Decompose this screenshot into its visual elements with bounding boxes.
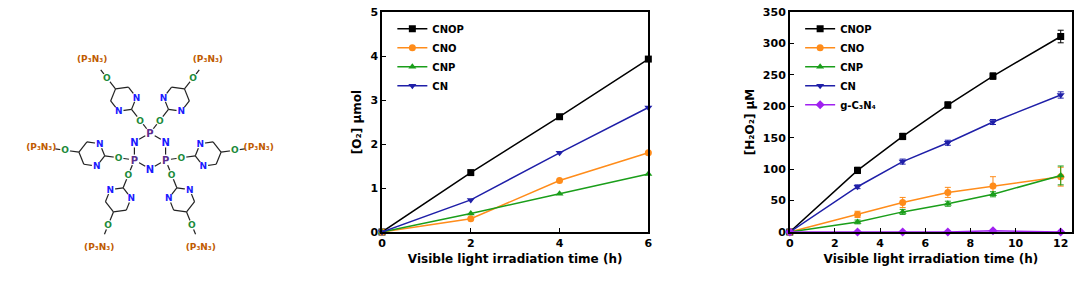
svg-text:N: N [186,185,194,195]
svg-text:O: O [178,153,186,163]
svg-text:(P₃N₃): (P₃N₃) [244,142,274,152]
svg-text:2: 2 [467,237,475,250]
svg-text:100: 100 [763,163,786,176]
svg-text:CN: CN [432,81,448,92]
svg-text:O: O [231,145,239,155]
svg-text:6: 6 [921,237,929,250]
svg-text:2: 2 [831,237,839,250]
svg-text:CNP: CNP [432,62,455,73]
svg-text:CNO: CNO [432,43,456,54]
svg-text:0: 0 [378,237,386,250]
svg-text:5: 5 [370,6,378,19]
svg-text:0: 0 [786,237,794,250]
svg-text:1: 1 [370,182,378,195]
svg-text:4: 4 [370,50,378,63]
svg-text:6: 6 [645,237,653,250]
svg-text:2: 2 [370,138,378,151]
svg-text:Visible light irradiation time: Visible light irradiation time (h) [824,252,1039,266]
svg-text:O: O [61,145,69,155]
svg-text:CNO: CNO [840,43,864,54]
svg-text:50: 50 [771,194,787,207]
svg-text:CN: CN [840,81,856,92]
svg-text:N: N [161,137,169,148]
svg-text:O: O [168,170,176,180]
svg-text:(P₃N₃): (P₃N₃) [186,242,216,252]
svg-text:4: 4 [876,237,884,250]
svg-text:O: O [189,73,197,83]
svg-text:(P₃N₃): (P₃N₃) [193,54,223,64]
svg-text:N: N [200,161,208,171]
svg-text:O: O [104,220,112,230]
svg-text:N: N [196,139,204,149]
svg-text:CNOP: CNOP [840,24,872,35]
svg-text:150: 150 [763,132,786,145]
svg-text:CNP: CNP [840,62,863,73]
svg-text:N: N [133,93,141,103]
svg-text:[H₂O₂] μM: [H₂O₂] μM [743,89,757,156]
svg-text:O: O [103,73,111,83]
svg-text:N: N [107,185,115,195]
svg-text:0: 0 [370,226,378,239]
svg-text:(P₃N₃): (P₃N₃) [77,54,107,64]
svg-text:0: 0 [778,226,786,239]
svg-text:350: 350 [763,6,786,19]
svg-text:8: 8 [967,237,975,250]
svg-text:O: O [125,170,133,180]
svg-text:N: N [178,106,186,116]
svg-text:N: N [146,164,154,175]
svg-text:200: 200 [763,100,786,113]
svg-text:N: N [127,193,135,203]
svg-text:(P₃N₃): (P₃N₃) [26,142,56,152]
svg-text:O: O [188,220,196,230]
svg-text:O: O [156,116,164,126]
svg-text:O: O [115,153,123,163]
svg-text:N: N [165,193,173,203]
svg-text:4: 4 [556,237,564,250]
svg-text:P: P [162,155,169,166]
svg-text:g-C₃N₄: g-C₃N₄ [840,100,876,111]
svg-text:N: N [130,137,138,148]
svg-text:12: 12 [1053,237,1068,250]
svg-text:CNOP: CNOP [432,24,464,35]
svg-text:Visible light irradiation time: Visible light irradiation time (h) [408,252,623,266]
svg-text:N: N [115,106,123,116]
svg-text:O: O [136,116,144,126]
svg-text:10: 10 [1008,237,1024,250]
svg-text:N: N [96,139,104,149]
svg-text:P: P [146,128,153,139]
svg-text:300: 300 [763,37,786,50]
svg-text:N: N [93,161,101,171]
svg-text:[O₂] μmol: [O₂] μmol [350,90,364,154]
svg-text:N: N [160,93,168,103]
svg-text:250: 250 [763,69,786,82]
svg-text:P: P [131,155,138,166]
svg-text:3: 3 [370,94,378,107]
svg-text:(P₃N₃): (P₃N₃) [84,242,114,252]
